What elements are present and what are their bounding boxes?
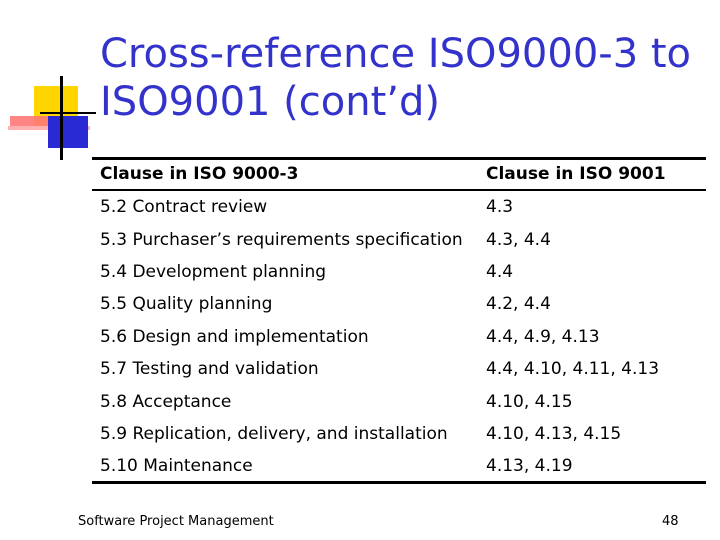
header-iso9001: Clause in ISO 9001 <box>486 164 666 184</box>
table-bottom-rule <box>92 481 706 484</box>
table-row: 5.10 Maintenance 4.13, 4.19 <box>0 450 720 482</box>
table-top-rule <box>92 157 706 160</box>
table-row: 5.9 Replication, delivery, and installat… <box>0 418 720 450</box>
clause-9001: 4.4 <box>486 262 514 282</box>
table-row: 5.7 Testing and validation 4.4, 4.10, 4.… <box>0 353 720 385</box>
decor-horizontal-line <box>40 112 96 114</box>
clause-9000-3: 5.8 Acceptance <box>100 392 232 412</box>
table-row: 5.8 Acceptance 4.10, 4.15 <box>0 386 720 418</box>
clause-9001: 4.3 <box>486 197 514 217</box>
table-header-rule <box>92 189 706 191</box>
clause-9001: 4.3, 4.4 <box>486 230 551 250</box>
table-row: 5.4 Development planning 4.4 <box>0 256 720 288</box>
clause-9000-3: 5.2 Contract review <box>100 197 268 217</box>
clause-9000-3: 5.3 Purchaser’s requirements specificati… <box>100 230 463 250</box>
footer-page-number: 48 <box>662 514 679 529</box>
footer-course-title: Software Project Management <box>78 514 274 529</box>
decor-blue-square <box>48 116 88 148</box>
table-row: 5.2 Contract review 4.3 <box>0 191 720 223</box>
clause-9000-3: 5.5 Quality planning <box>100 294 273 314</box>
table-row: 5.3 Purchaser’s requirements specificati… <box>0 224 720 256</box>
clause-9001: 4.10, 4.13, 4.15 <box>486 424 622 444</box>
clause-9001: 4.2, 4.4 <box>486 294 551 314</box>
slide-title: Cross-reference ISO9000-3 to ISO9001 (co… <box>100 31 692 125</box>
decor-vertical-line <box>60 76 63 160</box>
clause-9000-3: 5.9 Replication, delivery, and installat… <box>100 424 448 444</box>
clause-9001: 4.4, 4.10, 4.11, 4.13 <box>486 359 660 379</box>
clause-9001: 4.13, 4.19 <box>486 456 573 476</box>
clause-9000-3: 5.7 Testing and validation <box>100 359 319 379</box>
clause-9000-3: 5.10 Maintenance <box>100 456 253 476</box>
table-row: 5.6 Design and implementation 4.4, 4.9, … <box>0 321 720 353</box>
header-iso9000-3: Clause in ISO 9000-3 <box>100 164 299 184</box>
clause-9001: 4.4, 4.9, 4.13 <box>486 327 600 347</box>
table-row: 5.5 Quality planning 4.2, 4.4 <box>0 288 720 320</box>
clause-9000-3: 5.6 Design and implementation <box>100 327 369 347</box>
clause-9001: 4.10, 4.15 <box>486 392 573 412</box>
clause-9000-3: 5.4 Development planning <box>100 262 327 282</box>
